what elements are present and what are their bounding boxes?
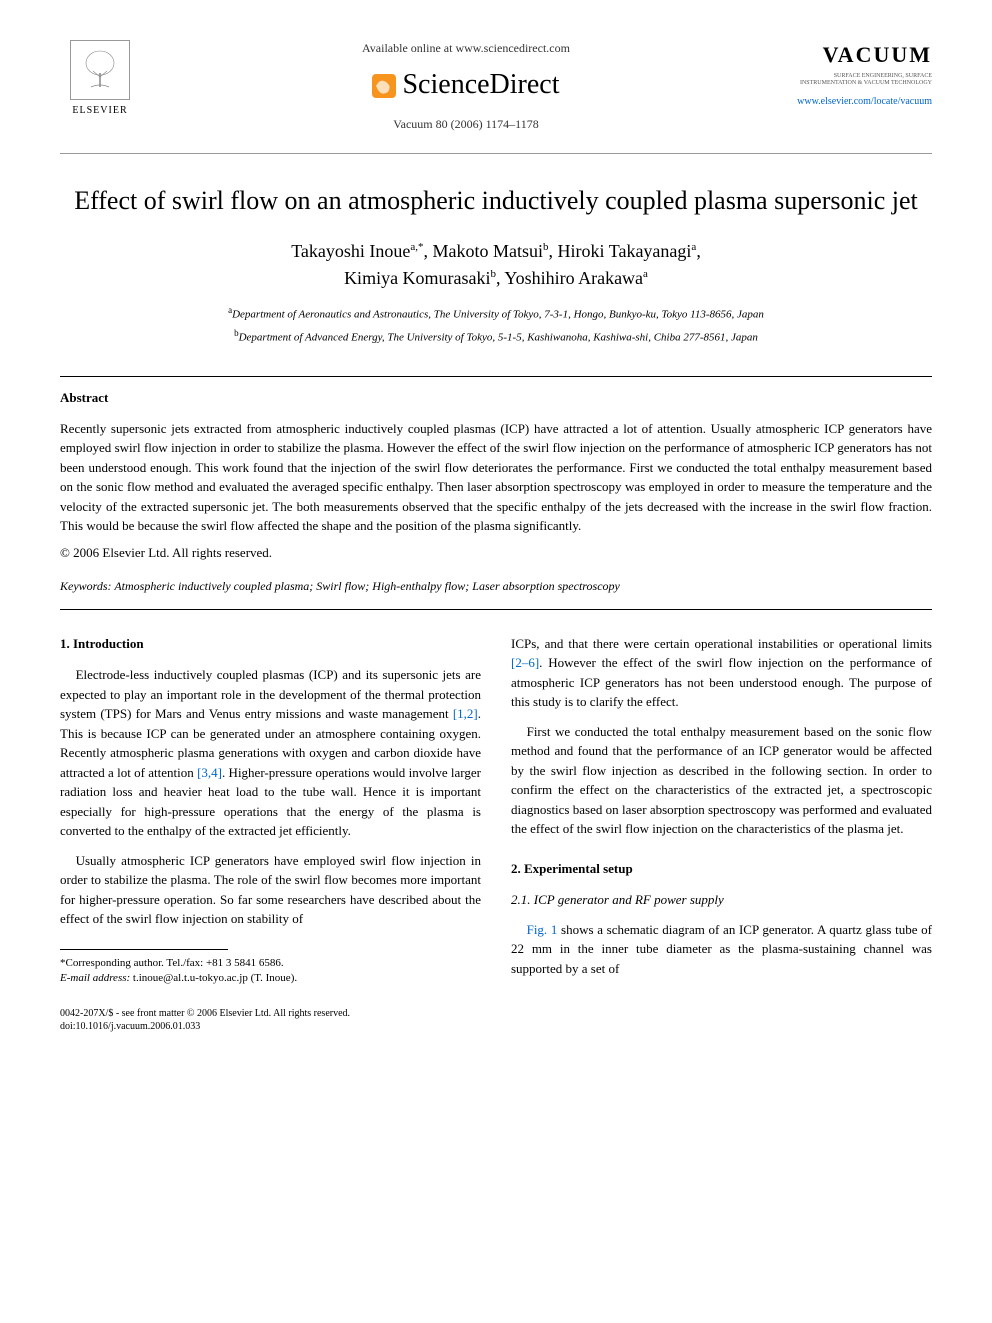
email-label: E-mail address:: [60, 972, 130, 984]
author-line1-end: ,: [696, 241, 701, 261]
sec1-para2-cont: ICPs, and that there were certain operat…: [511, 634, 932, 712]
affil-a-text: Department of Aeronautics and Astronauti…: [232, 308, 764, 320]
sec21-p1-b: shows a schematic diagram of an ICP gene…: [511, 922, 932, 976]
journal-logo-block: VACUUM SURFACE ENGINEERING, SURFACE INST…: [792, 40, 932, 109]
abstract-top-rule: [60, 376, 932, 377]
elsevier-tree-icon: [70, 40, 130, 100]
sec21-heading: 2.1. ICP generator and RF power supply: [511, 890, 932, 910]
author-2-prefix: , Makoto Matsui: [424, 241, 544, 261]
sec1-heading: 1. Introduction: [60, 634, 481, 654]
header-rule: [60, 153, 932, 154]
sec1-para1: Electrode-less inductively coupled plasm…: [60, 665, 481, 841]
sec1-p2c-a: ICPs, and that there were certain operat…: [511, 636, 932, 651]
sec1-p1-a: Electrode-less inductively coupled plasm…: [60, 667, 481, 721]
sec1-para3: First we conducted the total enthalpy me…: [511, 722, 932, 839]
sciencedirect-icon: [372, 74, 396, 98]
author-3-prefix: , Hiroki Takayanagi: [549, 241, 692, 261]
corresponding-author: *Corresponding author. Tel./fax: +81 3 5…: [60, 956, 481, 971]
keywords-label: Keywords:: [60, 579, 112, 593]
author-1-affil: a,*: [410, 241, 423, 253]
fig1-link[interactable]: Fig. 1: [527, 922, 558, 937]
right-column: ICPs, and that there were certain operat…: [511, 634, 932, 1033]
sciencedirect-logo: ScienceDirect: [140, 65, 792, 104]
elsevier-label: ELSEVIER: [72, 104, 127, 118]
article-title: Effect of swirl flow on an atmospheric i…: [60, 184, 932, 218]
author-5-affil: a: [643, 268, 648, 280]
copyright-line: © 2006 Elsevier Ltd. All rights reserved…: [60, 544, 932, 562]
author-5-prefix: , Yoshihiro Arakawa: [496, 268, 643, 288]
header-row: ELSEVIER Available online at www.science…: [60, 40, 932, 133]
affil-b-text: Department of Advanced Energy, The Unive…: [239, 331, 758, 343]
ref-link-3-4[interactable]: [3,4]: [197, 765, 222, 780]
author-1: Takayoshi Inoue: [291, 241, 410, 261]
abstract-bottom-rule: [60, 609, 932, 610]
authors-block: Takayoshi Inouea,*, Makoto Matsuib, Hiro…: [60, 238, 932, 292]
journal-url-link[interactable]: www.elsevier.com/locate/vacuum: [792, 95, 932, 109]
abstract-text: Recently supersonic jets extracted from …: [60, 419, 932, 536]
center-header: Available online at www.sciencedirect.co…: [140, 40, 792, 133]
citation-line: Vacuum 80 (2006) 1174–1178: [140, 116, 792, 133]
footnote-rule: [60, 949, 228, 950]
affiliation-b: bDepartment of Advanced Energy, The Univ…: [60, 327, 932, 346]
sec1-p2c-b: . However the effect of the swirl flow i…: [511, 655, 932, 709]
author-4: Kimiya Komurasaki: [344, 268, 490, 288]
body-two-column: 1. Introduction Electrode-less inductive…: [60, 634, 932, 1033]
footer-info: 0042-207X/$ - see front matter © 2006 El…: [60, 1007, 481, 1033]
sec1-para2: Usually atmospheric ICP generators have …: [60, 851, 481, 929]
email-address: t.inoue@al.t.u-tokyo.ac.jp (T. Inoue).: [130, 972, 297, 984]
affiliation-a: aDepartment of Aeronautics and Astronaut…: [60, 304, 932, 323]
sciencedirect-text: ScienceDirect: [402, 69, 559, 100]
sec21-para1: Fig. 1 shows a schematic diagram of an I…: [511, 920, 932, 979]
journal-subtitle: SURFACE ENGINEERING, SURFACE INSTRUMENTA…: [792, 73, 932, 87]
elsevier-logo: ELSEVIER: [60, 40, 140, 130]
journal-name: VACUUM: [792, 40, 932, 71]
footer-line1: 0042-207X/$ - see front matter © 2006 El…: [60, 1007, 481, 1020]
email-line: E-mail address: t.inoue@al.t.u-tokyo.ac.…: [60, 971, 481, 986]
footer-line2: doi:10.1016/j.vacuum.2006.01.033: [60, 1020, 481, 1033]
abstract-heading: Abstract: [60, 389, 932, 407]
sec2-heading: 2. Experimental setup: [511, 859, 932, 879]
keywords-text: Atmospheric inductively coupled plasma; …: [112, 579, 620, 593]
left-column: 1. Introduction Electrode-less inductive…: [60, 634, 481, 1033]
ref-link-1-2[interactable]: [1,2]: [453, 706, 478, 721]
keywords-line: Keywords: Atmospheric inductively couple…: [60, 578, 932, 595]
ref-link-2-6[interactable]: [2–6]: [511, 655, 539, 670]
available-online-text: Available online at www.sciencedirect.co…: [140, 40, 792, 57]
